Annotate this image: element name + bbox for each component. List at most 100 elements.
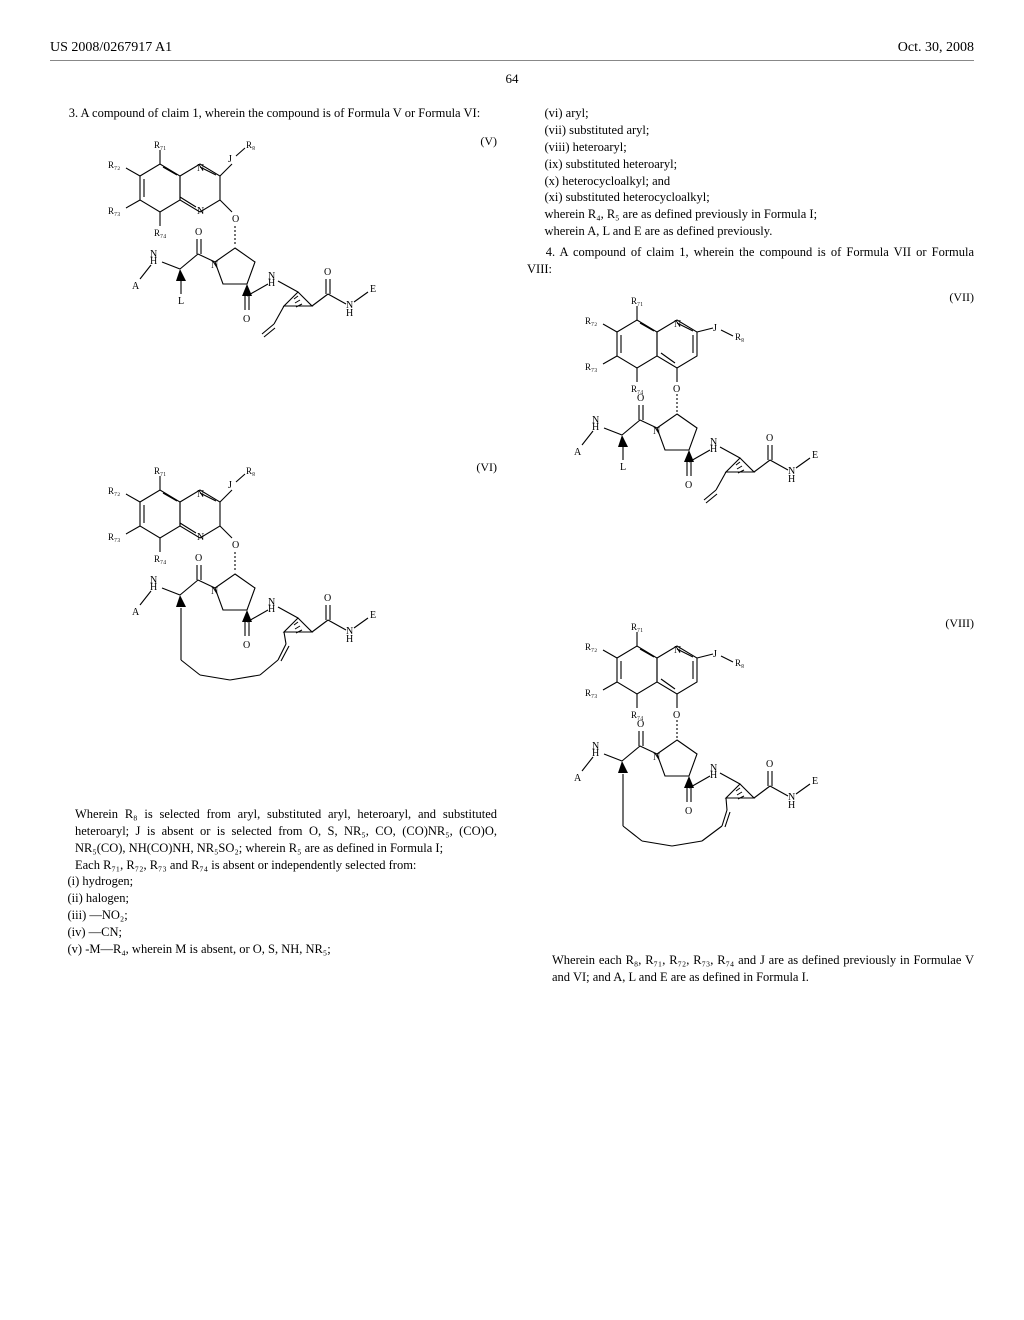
svg-text:O: O xyxy=(195,553,202,564)
svg-text:L: L xyxy=(620,462,626,473)
svg-text:R₇₁: R₇₁ xyxy=(631,622,643,632)
right-column: (vi) aryl; (vii) substituted aryl; (viii… xyxy=(527,105,974,986)
wherein-ale: wherein A, L and E are as defined previo… xyxy=(527,223,974,240)
svg-text:R₈: R₈ xyxy=(246,466,255,476)
svg-text:N: N xyxy=(710,437,717,448)
svg-text:R₈: R₈ xyxy=(735,332,744,342)
header-right: Oct. 30, 2008 xyxy=(898,40,974,56)
svg-text:N: N xyxy=(674,319,681,330)
formula-vii-label: (VII) xyxy=(949,290,974,305)
svg-text:J: J xyxy=(228,154,232,165)
svg-text:N: N xyxy=(197,532,204,543)
svg-text:E: E xyxy=(370,610,376,621)
svg-text:O: O xyxy=(673,384,680,395)
wherein-bottom: Wherein each R₈, R₇₁, R₇₂, R₇₃, R₇₄ and … xyxy=(527,952,974,986)
svg-text:O: O xyxy=(685,806,692,817)
svg-text:E: E xyxy=(370,284,376,295)
item-ix: (ix) substituted heteroaryl; xyxy=(527,156,974,173)
svg-text:J: J xyxy=(713,649,717,660)
item-x: (x) heterocycloalkyl; and xyxy=(527,173,974,190)
formula-viii-block: (VIII) N R₇₁ R₇₂ R₇₃ R₇₄ J R₈ O xyxy=(527,616,974,936)
svg-text:N: N xyxy=(710,763,717,774)
wherein-r4r5: wherein R₄, R₅ are as defined previously… xyxy=(527,206,974,223)
svg-text:O: O xyxy=(637,393,644,404)
svg-text:J: J xyxy=(713,323,717,334)
svg-text:O: O xyxy=(232,214,239,225)
item-v: (v) -M—R₄, wherein M is absent, or O, S,… xyxy=(50,941,497,958)
claim-4-text: 4. A compound of claim 1, wherein the co… xyxy=(527,244,974,278)
svg-text:R₇₁: R₇₁ xyxy=(154,466,166,476)
svg-text:O: O xyxy=(195,227,202,238)
svg-text:H: H xyxy=(788,474,795,485)
item-vii: (vii) substituted aryl; xyxy=(527,122,974,139)
svg-text:O: O xyxy=(232,540,239,551)
svg-text:R₇₁: R₇₁ xyxy=(154,140,166,150)
formula-vi-block: (VI) N N R₇₁ R₇₂ R₇₃ R₇₄ J R₈ O xyxy=(50,460,497,790)
svg-text:R₇₃: R₇₃ xyxy=(585,688,597,698)
svg-text:N: N xyxy=(197,163,204,174)
svg-text:N: N xyxy=(592,741,599,752)
left-column: 3. A compound of claim 1, wherein the co… xyxy=(50,105,497,986)
svg-text:R₇₁: R₇₁ xyxy=(631,296,643,306)
formula-vii-block: (VII) N R₇₁ R₇₂ R₇₃ R₇₄ J R₈ O xyxy=(527,290,974,600)
svg-text:O: O xyxy=(685,480,692,491)
formula-v-block: (V) N N R₇₁ R₇₂ R₇₃ R₇₄ J R₈ xyxy=(50,134,497,444)
svg-text:H: H xyxy=(346,308,353,319)
formula-vi-structure: N N R₇₁ R₇₂ R₇₃ R₇₄ J R₈ O N O H N A xyxy=(50,460,410,790)
svg-text:E: E xyxy=(812,450,818,461)
each-r7: Each R₇₁, R₇₂, R₇₃ and R₇₄ is absent or … xyxy=(50,857,497,874)
svg-text:N: N xyxy=(150,575,157,586)
item-iv: (iv) —CN; xyxy=(50,924,497,941)
svg-text:R₈: R₈ xyxy=(735,658,744,668)
svg-text:R₇₄: R₇₄ xyxy=(154,554,166,564)
claim-3-text: 3. A compound of claim 1, wherein the co… xyxy=(50,105,497,122)
formula-vii-structure: N R₇₁ R₇₂ R₇₃ R₇₄ J R₈ O N O L H xyxy=(527,290,887,600)
page-header: US 2008/0267917 A1 Oct. 30, 2008 xyxy=(50,40,974,61)
formula-vi-label: (VI) xyxy=(476,460,497,475)
svg-text:A: A xyxy=(132,281,140,292)
svg-text:R₇₂: R₇₂ xyxy=(108,160,120,170)
two-column-layout: 3. A compound of claim 1, wherein the co… xyxy=(50,105,974,986)
svg-text:N: N xyxy=(268,271,275,282)
svg-text:A: A xyxy=(574,773,582,784)
svg-text:N: N xyxy=(268,597,275,608)
svg-text:O: O xyxy=(324,593,331,604)
item-iii: (iii) —NO₂; xyxy=(50,907,497,924)
svg-text:N: N xyxy=(592,415,599,426)
item-xi: (xi) substituted heterocycloalkyl; xyxy=(527,189,974,206)
page-number: 64 xyxy=(50,71,974,87)
svg-text:R₇₃: R₇₃ xyxy=(108,532,120,542)
svg-text:O: O xyxy=(243,314,250,325)
svg-text:R₇₂: R₇₂ xyxy=(108,486,120,496)
svg-text:N: N xyxy=(197,489,204,500)
wherein-r8: Wherein R₈ is selected from aryl, substi… xyxy=(50,806,497,857)
svg-text:O: O xyxy=(766,759,773,770)
formula-viii-label: (VIII) xyxy=(945,616,974,631)
svg-text:A: A xyxy=(132,607,140,618)
svg-text:J: J xyxy=(228,480,232,491)
item-ii: (ii) halogen; xyxy=(50,890,497,907)
svg-text:N: N xyxy=(197,206,204,217)
svg-text:R₇₃: R₇₃ xyxy=(585,362,597,372)
svg-text:H: H xyxy=(346,634,353,645)
svg-text:O: O xyxy=(243,640,250,651)
svg-text:N: N xyxy=(150,249,157,260)
svg-text:R₇₄: R₇₄ xyxy=(154,228,166,238)
svg-text:L: L xyxy=(178,296,184,307)
svg-text:R₇₂: R₇₂ xyxy=(585,642,597,652)
svg-text:N: N xyxy=(674,645,681,656)
svg-text:R₇₂: R₇₂ xyxy=(585,316,597,326)
formula-v-label: (V) xyxy=(480,134,497,149)
svg-text:O: O xyxy=(324,267,331,278)
svg-text:E: E xyxy=(812,776,818,787)
item-vi: (vi) aryl; xyxy=(527,105,974,122)
formula-viii-structure: N R₇₁ R₇₂ R₇₃ R₇₄ J R₈ O N O H N A xyxy=(527,616,887,936)
svg-text:R₈: R₈ xyxy=(246,140,255,150)
header-left: US 2008/0267917 A1 xyxy=(50,40,172,56)
svg-text:R₇₃: R₇₃ xyxy=(108,206,120,216)
item-viii: (viii) heteroaryl; xyxy=(527,139,974,156)
svg-text:A: A xyxy=(574,447,582,458)
svg-text:O: O xyxy=(766,433,773,444)
item-i: (i) hydrogen; xyxy=(50,873,497,890)
svg-text:H: H xyxy=(788,800,795,811)
